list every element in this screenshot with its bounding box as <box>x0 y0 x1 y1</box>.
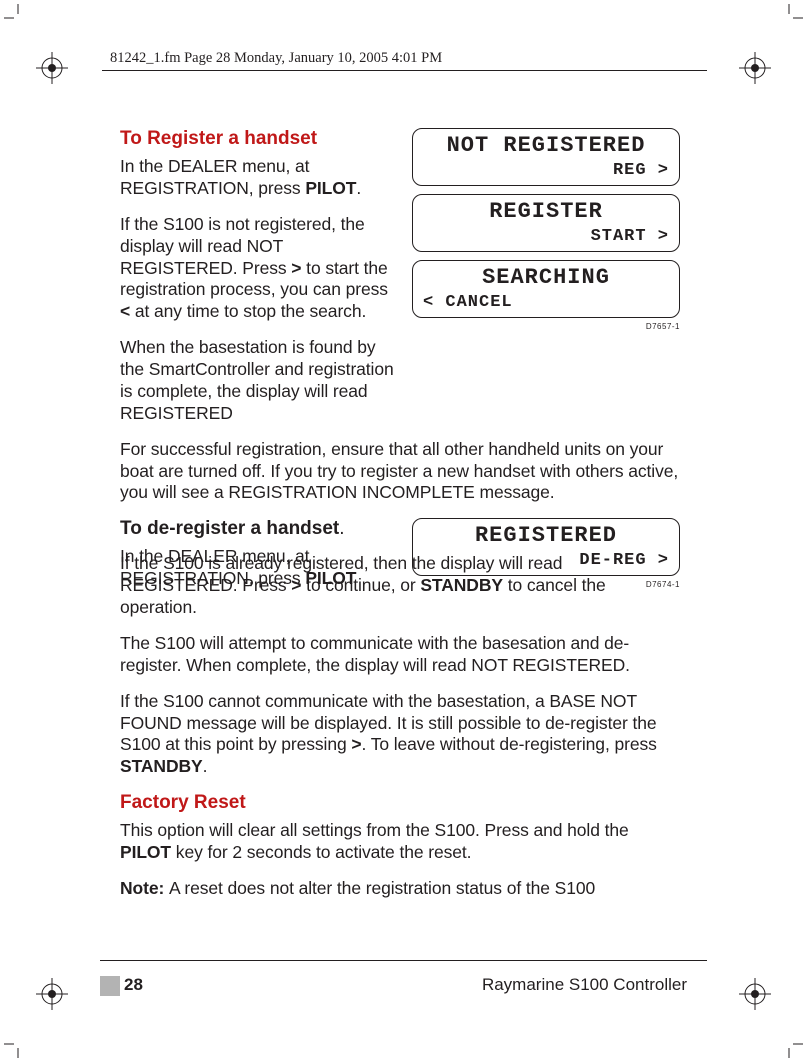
footer-title: Raymarine S100 Controller <box>482 975 687 995</box>
factory-p1: This option will clear all settings from… <box>120 820 680 864</box>
heading-factory-reset: Factory Reset <box>120 792 680 814</box>
registration-target-bl <box>36 978 68 1010</box>
lcd-registered: REGISTERED DE-REG > <box>412 518 680 576</box>
page-footer: 28 Raymarine S100 Controller <box>100 960 707 996</box>
lcd-searching: SEARCHING < CANCEL <box>412 260 680 318</box>
lcd-not-registered: NOT REGISTERED REG > <box>412 128 680 186</box>
registration-target-tl <box>36 52 68 84</box>
running-header: 81242_1.fm Page 28 Monday, January 10, 2… <box>110 50 442 67</box>
page-content: To Register a handset In the DEALER menu… <box>120 128 680 914</box>
register-p3: When the basestation is found by the Sma… <box>120 337 396 425</box>
factory-note: Note: A reset does not alter the registr… <box>120 878 680 900</box>
crop-mark-tl <box>4 4 32 32</box>
deregister-p3: If the S100 cannot communicate with the … <box>120 691 680 779</box>
crop-mark-tr <box>775 4 803 32</box>
lcd-figure-group-1: NOT REGISTERED REG > REGISTER START > SE… <box>412 128 680 439</box>
register-p2: If the S100 is not registered, the displ… <box>120 214 396 323</box>
heading-deregister: To de-register a handset. <box>120 518 396 540</box>
footer-rule <box>100 960 707 961</box>
lcd-register: REGISTER START > <box>412 194 680 252</box>
footer-shade <box>100 976 120 996</box>
figure-ref-1: D7657-1 <box>412 322 680 331</box>
register-p1: In the DEALER menu, at REGISTRATION, pre… <box>120 156 396 200</box>
deregister-p2: The S100 will attempt to communicate wit… <box>120 633 680 677</box>
header-rule <box>102 70 707 71</box>
registration-target-tr <box>739 52 771 84</box>
page-number: 28 <box>124 975 143 995</box>
registration-target-br <box>739 978 771 1010</box>
crop-mark-bl <box>4 1030 32 1058</box>
crop-mark-br <box>775 1030 803 1058</box>
heading-register: To Register a handset <box>120 128 396 150</box>
register-p4: For successful registration, ensure that… <box>120 439 680 505</box>
